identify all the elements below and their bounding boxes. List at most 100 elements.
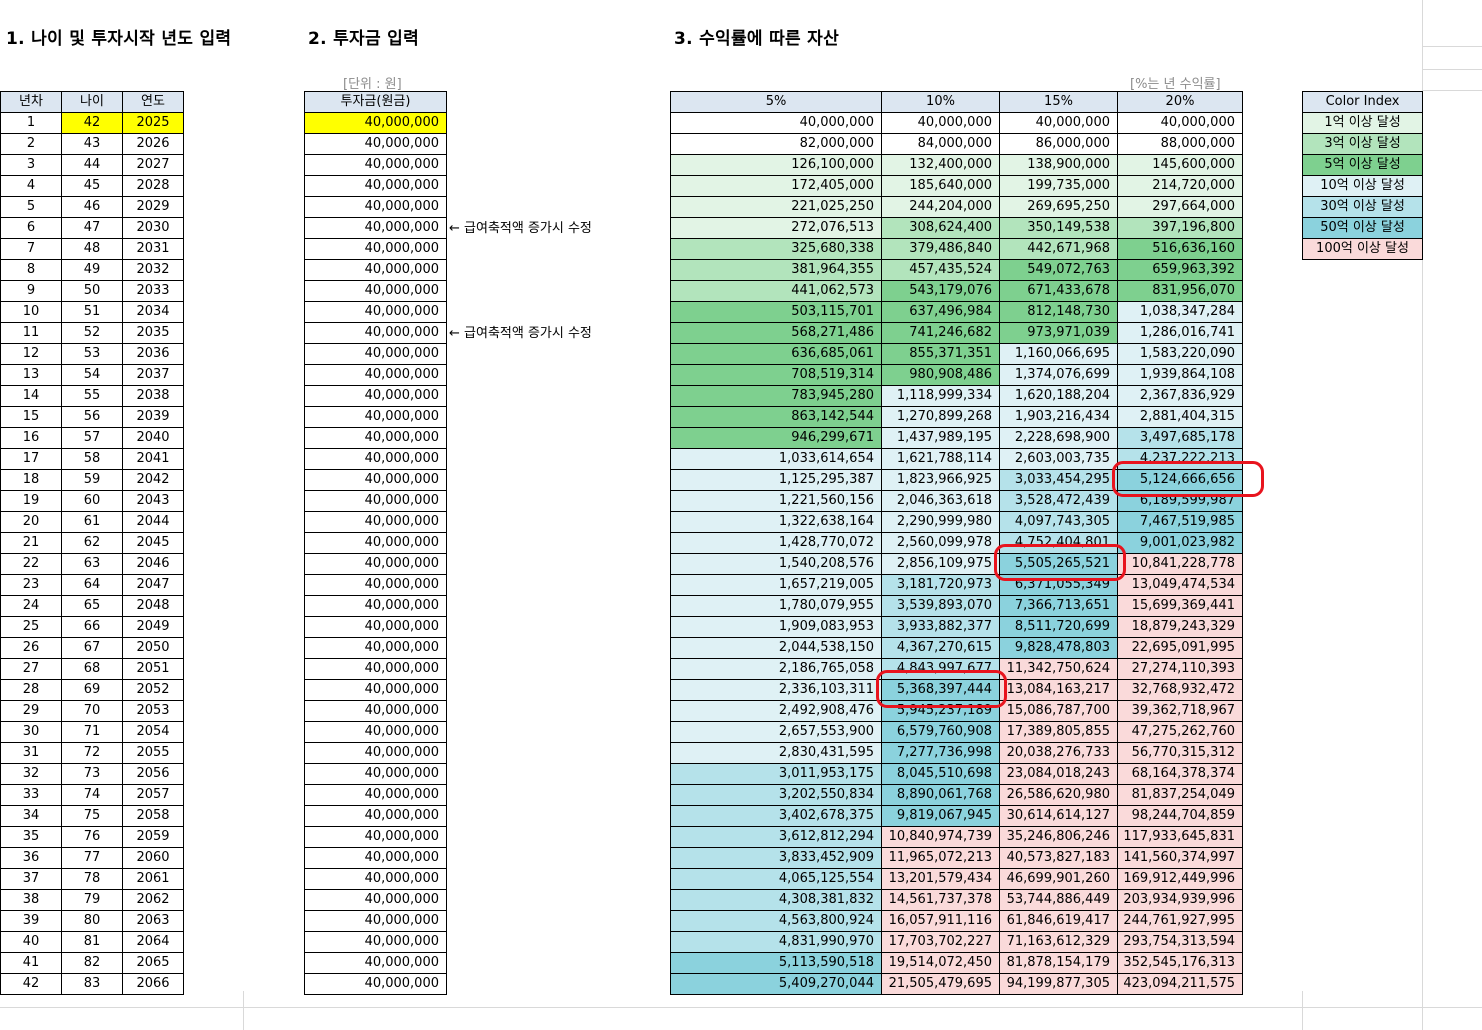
age-cell[interactable]: 47 (61, 217, 123, 239)
age-cell[interactable]: 73 (61, 763, 123, 785)
asset-value-cell[interactable]: 39,362,718,967 (1117, 700, 1243, 722)
year-cell[interactable]: 2030 (122, 217, 184, 239)
principal-cell[interactable]: 40,000,000 (304, 763, 447, 785)
year-cell[interactable]: 2055 (122, 742, 184, 764)
asset-value-cell[interactable]: 2,336,103,311 (670, 679, 882, 701)
year-cell[interactable]: 2042 (122, 469, 184, 491)
asset-value-cell[interactable]: 10,840,974,739 (881, 826, 1000, 848)
year-cell[interactable]: 2045 (122, 532, 184, 554)
year-cell[interactable]: 2037 (122, 364, 184, 386)
year-count-cell[interactable]: 41 (0, 952, 62, 974)
asset-value-cell[interactable]: 568,271,486 (670, 322, 882, 344)
year-cell[interactable]: 2044 (122, 511, 184, 533)
asset-value-cell[interactable]: 30,614,614,127 (999, 805, 1118, 827)
year-cell[interactable]: 2050 (122, 637, 184, 659)
asset-value-cell[interactable]: 812,148,730 (999, 301, 1118, 323)
asset-value-cell[interactable]: 381,964,355 (670, 259, 882, 281)
asset-value-cell[interactable]: 3,833,452,909 (670, 847, 882, 869)
asset-value-cell[interactable]: 2,560,099,978 (881, 532, 1000, 554)
asset-value-cell[interactable]: 1,909,083,953 (670, 616, 882, 638)
asset-value-cell[interactable]: 13,049,474,534 (1117, 574, 1243, 596)
asset-value-cell[interactable]: 4,752,404,801 (999, 532, 1118, 554)
asset-value-cell[interactable]: 40,000,000 (670, 112, 882, 134)
year-count-cell[interactable]: 7 (0, 238, 62, 260)
asset-value-cell[interactable]: 20,038,276,733 (999, 742, 1118, 764)
principal-cell[interactable]: 40,000,000 (304, 889, 447, 911)
asset-value-cell[interactable]: 6,579,760,908 (881, 721, 1000, 743)
asset-value-cell[interactable]: 3,033,454,295 (999, 469, 1118, 491)
asset-value-cell[interactable]: 2,044,538,150 (670, 637, 882, 659)
asset-value-cell[interactable]: 13,201,579,434 (881, 868, 1000, 890)
asset-value-cell[interactable]: 1,939,864,108 (1117, 364, 1243, 386)
asset-value-cell[interactable]: 659,963,392 (1117, 259, 1243, 281)
asset-value-cell[interactable]: 1,221,560,156 (670, 490, 882, 512)
asset-value-cell[interactable]: 3,539,893,070 (881, 595, 1000, 617)
asset-value-cell[interactable]: 9,828,478,803 (999, 637, 1118, 659)
asset-value-cell[interactable]: 946,299,671 (670, 427, 882, 449)
asset-value-cell[interactable]: 3,497,685,178 (1117, 427, 1243, 449)
asset-value-cell[interactable]: 741,246,682 (881, 322, 1000, 344)
year-count-cell[interactable]: 19 (0, 490, 62, 512)
asset-value-cell[interactable]: 457,435,524 (881, 259, 1000, 281)
asset-value-cell[interactable]: 2,492,908,476 (670, 700, 882, 722)
asset-value-cell[interactable]: 272,076,513 (670, 217, 882, 239)
year-count-cell[interactable]: 23 (0, 574, 62, 596)
asset-value-cell[interactable]: 145,600,000 (1117, 154, 1243, 176)
year-cell[interactable]: 2029 (122, 196, 184, 218)
principal-cell[interactable]: 40,000,000 (304, 238, 447, 260)
asset-value-cell[interactable]: 5,945,237,189 (881, 700, 1000, 722)
asset-value-cell[interactable]: 68,164,378,374 (1117, 763, 1243, 785)
asset-value-cell[interactable]: 3,933,882,377 (881, 616, 1000, 638)
principal-cell[interactable]: 40,000,000 (304, 595, 447, 617)
year-count-cell[interactable]: 4 (0, 175, 62, 197)
age-cell[interactable]: 58 (61, 448, 123, 470)
year-count-cell[interactable]: 28 (0, 679, 62, 701)
age-cell[interactable]: 56 (61, 406, 123, 428)
age-cell[interactable]: 77 (61, 847, 123, 869)
asset-value-cell[interactable]: 4,367,270,615 (881, 637, 1000, 659)
year-cell[interactable]: 2026 (122, 133, 184, 155)
asset-value-cell[interactable]: 423,094,211,575 (1117, 973, 1243, 995)
age-cell[interactable]: 65 (61, 595, 123, 617)
year-count-cell[interactable]: 33 (0, 784, 62, 806)
year-count-cell[interactable]: 31 (0, 742, 62, 764)
asset-value-cell[interactable]: 3,612,812,294 (670, 826, 882, 848)
year-cell[interactable]: 2034 (122, 301, 184, 323)
principal-cell[interactable]: 40,000,000 (304, 448, 447, 470)
year-count-cell[interactable]: 29 (0, 700, 62, 722)
asset-value-cell[interactable]: 543,179,076 (881, 280, 1000, 302)
asset-value-cell[interactable]: 17,703,702,227 (881, 931, 1000, 953)
asset-value-cell[interactable]: 269,695,250 (999, 196, 1118, 218)
asset-value-cell[interactable]: 88,000,000 (1117, 133, 1243, 155)
year-count-cell[interactable]: 12 (0, 343, 62, 365)
asset-value-cell[interactable]: 172,405,000 (670, 175, 882, 197)
principal-cell[interactable]: 40,000,000 (304, 973, 447, 995)
year-count-cell[interactable]: 34 (0, 805, 62, 827)
year-cell[interactable]: 2052 (122, 679, 184, 701)
year-count-cell[interactable]: 17 (0, 448, 62, 470)
year-count-cell[interactable]: 3 (0, 154, 62, 176)
principal-cell[interactable]: 40,000,000 (304, 742, 447, 764)
asset-value-cell[interactable]: 855,371,351 (881, 343, 1000, 365)
principal-cell[interactable]: 40,000,000 (304, 532, 447, 554)
asset-value-cell[interactable]: 138,900,000 (999, 154, 1118, 176)
age-cell[interactable]: 68 (61, 658, 123, 680)
year-cell[interactable]: 2060 (122, 847, 184, 869)
asset-value-cell[interactable]: 13,084,163,217 (999, 679, 1118, 701)
age-cell[interactable]: 64 (61, 574, 123, 596)
asset-value-cell[interactable]: 19,514,072,450 (881, 952, 1000, 974)
age-cell[interactable]: 61 (61, 511, 123, 533)
year-count-cell[interactable]: 24 (0, 595, 62, 617)
age-cell[interactable]: 53 (61, 343, 123, 365)
asset-value-cell[interactable]: 18,879,243,329 (1117, 616, 1243, 638)
asset-value-cell[interactable]: 2,603,003,735 (999, 448, 1118, 470)
age-cell[interactable]: 69 (61, 679, 123, 701)
principal-cell[interactable]: 40,000,000 (304, 679, 447, 701)
asset-value-cell[interactable]: 1,583,220,090 (1117, 343, 1243, 365)
age-cell[interactable]: 62 (61, 532, 123, 554)
asset-value-cell[interactable]: 1,160,066,695 (999, 343, 1118, 365)
year-count-cell[interactable]: 16 (0, 427, 62, 449)
asset-value-cell[interactable]: 4,097,743,305 (999, 511, 1118, 533)
age-cell[interactable]: 79 (61, 889, 123, 911)
year-count-cell[interactable]: 39 (0, 910, 62, 932)
